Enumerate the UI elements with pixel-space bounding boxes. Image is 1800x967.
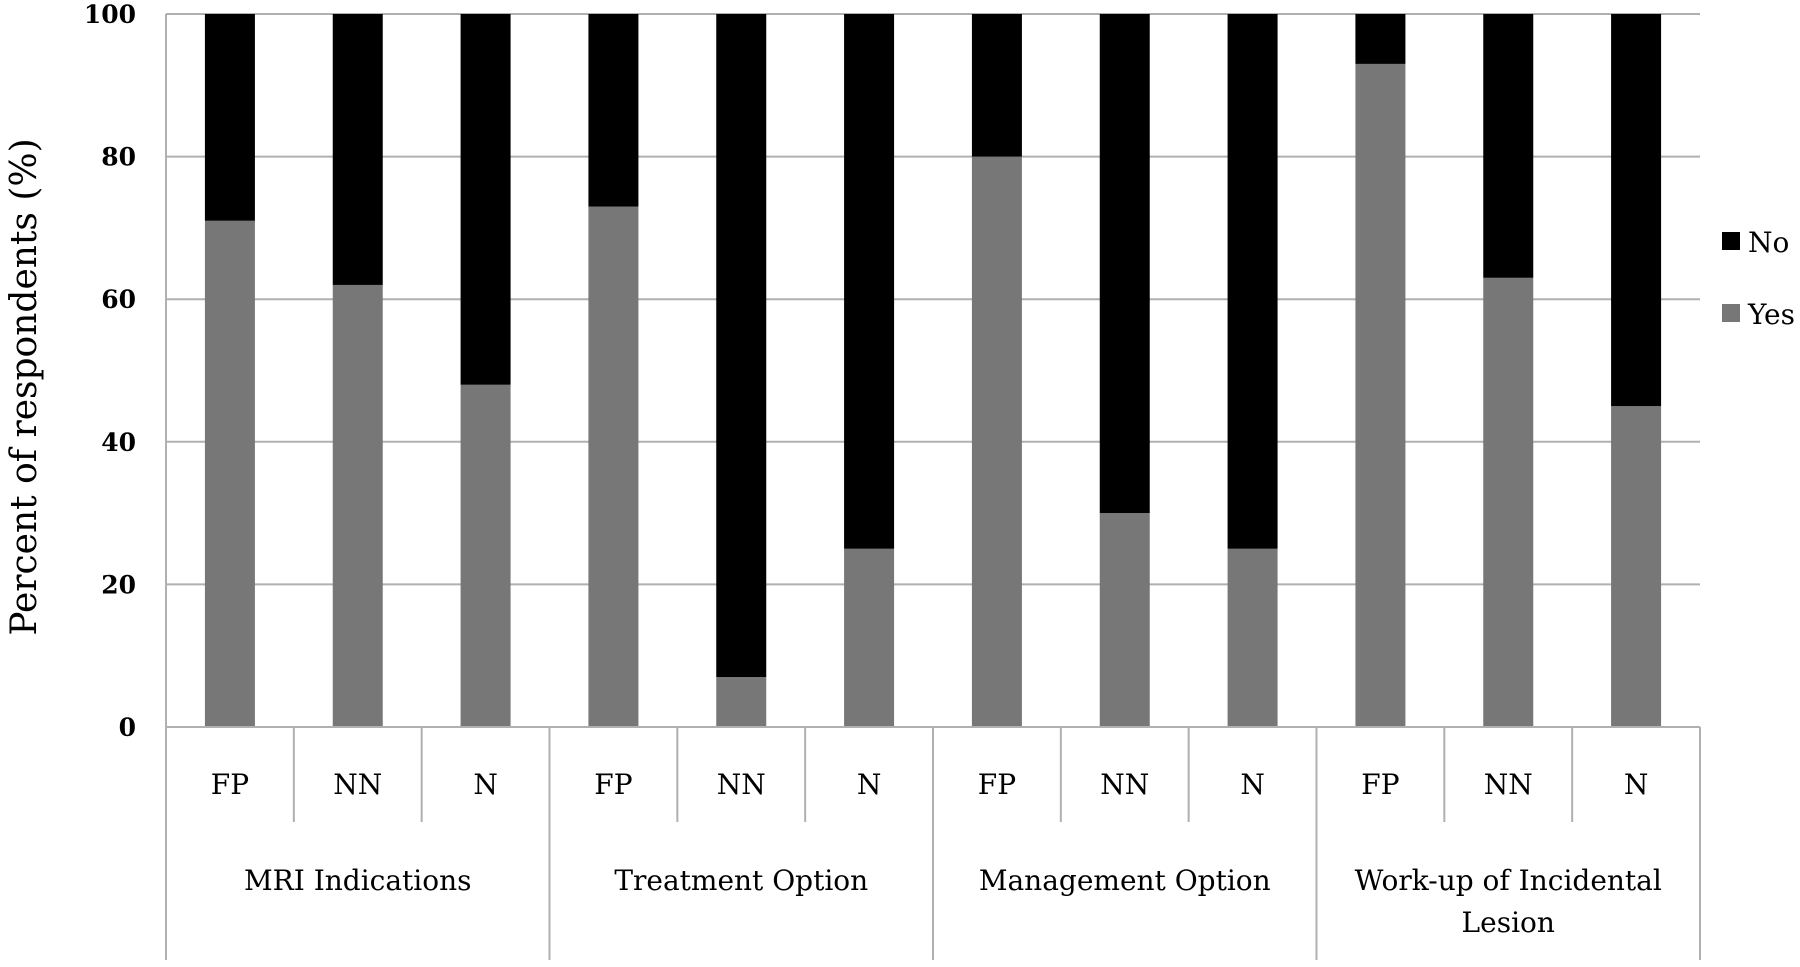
bar-yes-1 — [204, 220, 255, 727]
bar-no-8 — [1099, 14, 1150, 514]
y-axis-label: Percent of respondents (%) — [4, 138, 45, 635]
x-tick-label: FP — [978, 768, 1016, 801]
bar-yes-7 — [971, 156, 1022, 728]
y-tick-label: 40 — [101, 428, 136, 457]
group-label: Work-up of Incidental Lesion — [1355, 864, 1662, 939]
bar-no-11 — [1483, 14, 1534, 278]
bar-no-10 — [1355, 14, 1406, 64]
legend-label-yes: Yes — [1747, 298, 1795, 331]
bar-yes-6 — [844, 548, 895, 727]
x-tick-label: NN — [1484, 768, 1533, 801]
bar-yes-10 — [1355, 63, 1406, 728]
bar-yes-3 — [460, 384, 511, 727]
x-tick-label: N — [473, 768, 498, 801]
x-tick-label: FP — [594, 768, 632, 801]
bar-no-9 — [1227, 14, 1278, 549]
x-tick-label: NN — [717, 768, 766, 801]
y-tick-label: 60 — [101, 285, 136, 314]
y-tick-label: 0 — [119, 713, 136, 742]
x-tick-label: N — [857, 768, 882, 801]
bar-yes-2 — [332, 284, 383, 727]
bar-no-5 — [716, 14, 767, 678]
bar-no-1 — [204, 14, 255, 221]
legend-swatch-yes — [1722, 304, 1740, 322]
y-tick-label: 100 — [84, 0, 136, 29]
bar-yes-9 — [1227, 548, 1278, 727]
x-tick-label: NN — [333, 768, 382, 801]
group-label: MRI Indications — [244, 864, 472, 897]
y-tick-label: 80 — [101, 143, 136, 172]
bar-no-2 — [332, 14, 383, 285]
legend-swatch-no — [1722, 232, 1740, 250]
legend: No Yes — [1722, 226, 1795, 331]
x-tick-label: FP — [1361, 768, 1399, 801]
y-axis-ticks: 0 20 40 60 80 100 — [84, 0, 136, 742]
group-label: Management Option — [979, 864, 1271, 897]
bars — [204, 14, 1662, 728]
bar-no-3 — [460, 14, 511, 385]
bar-yes-8 — [1099, 513, 1150, 727]
bar-no-12 — [1611, 14, 1662, 407]
group-label: Treatment Option — [614, 864, 868, 897]
bar-no-4 — [588, 14, 639, 207]
bar-no-7 — [971, 14, 1022, 157]
legend-label-no: No — [1748, 226, 1789, 259]
x-tick-label: FP — [211, 768, 249, 801]
bar-no-6 — [844, 14, 895, 549]
bar-yes-12 — [1611, 406, 1662, 727]
x-tick-label: NN — [1100, 768, 1149, 801]
bar-yes-11 — [1483, 277, 1534, 727]
x-tick-label: N — [1240, 768, 1265, 801]
y-tick-label: 20 — [101, 570, 136, 599]
x-tick-label: N — [1624, 768, 1649, 801]
gridlines — [165, 13, 1700, 728]
bar-yes-5 — [716, 677, 767, 727]
bar-yes-4 — [588, 206, 639, 727]
